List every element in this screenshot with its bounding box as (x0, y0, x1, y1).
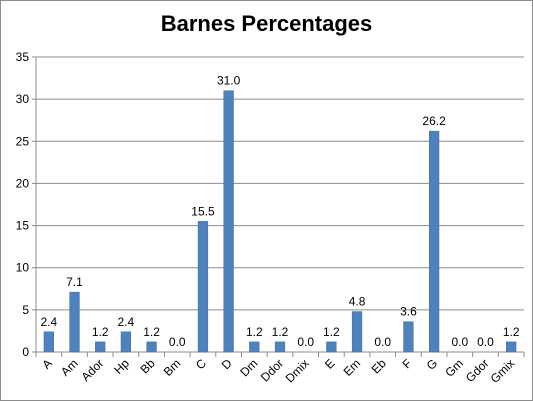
x-tick-label-Gdor: Gdor (463, 356, 492, 385)
x-tick-label-Eb: Eb (369, 356, 390, 377)
data-label-E: 1.2 (323, 325, 340, 339)
bar-Hp (120, 331, 132, 353)
y-tick-label: 0 (22, 345, 29, 359)
bar-F (403, 321, 414, 353)
bar-Ador (95, 341, 106, 353)
bar-Dm (249, 341, 260, 353)
y-tick-label: 10 (16, 261, 30, 275)
x-tick-label-Am: Am (58, 356, 81, 379)
bar-D (223, 90, 234, 353)
y-tick-label: 15 (16, 219, 30, 233)
data-label-D: 31.0 (217, 74, 241, 88)
data-label-Gdor: 0.0 (477, 335, 494, 349)
bar-Gmix (506, 341, 517, 353)
x-tick-label-A: A (39, 356, 55, 372)
x-tick-label-Dm: Dm (237, 356, 260, 379)
data-label-Em: 4.8 (349, 295, 366, 309)
data-label-A: 2.4 (40, 315, 57, 329)
x-tick-label-Dmix: Dmix (283, 356, 312, 385)
bar-C (197, 221, 209, 353)
x-tick-label-Ador: Ador (79, 356, 107, 384)
x-tick-label-Bm: Bm (161, 356, 184, 379)
data-label-Dm: 1.2 (246, 325, 263, 339)
bar-Am (69, 291, 80, 353)
bar-E (326, 341, 337, 353)
chart-title: Barnes Percentages (160, 11, 373, 36)
x-tick-label-Gmix: Gmix (488, 356, 518, 386)
data-label-G: 26.2 (422, 114, 446, 128)
x-tick-label-F: F (399, 356, 414, 371)
x-tick-label-E: E (322, 356, 338, 372)
data-label-Bb: 1.2 (143, 325, 160, 339)
bar-Bb (146, 341, 157, 353)
data-label-Eb: 0.0 (374, 335, 391, 349)
y-tick-label: 20 (16, 176, 30, 190)
data-label-Hp: 2.4 (118, 315, 135, 329)
bar-A (43, 331, 54, 353)
y-tick-label: 35 (16, 50, 30, 64)
data-label-F: 3.6 (400, 305, 417, 319)
x-tick-label-Bb: Bb (137, 356, 158, 377)
bar-Ddor (274, 341, 286, 353)
x-tick-label-D: D (219, 356, 235, 372)
data-label-Ador: 1.2 (92, 325, 109, 339)
data-label-Am: 7.1 (66, 275, 83, 289)
y-tick-label: 30 (16, 92, 30, 106)
x-tick-label-Hp: Hp (111, 356, 132, 377)
bar-Em (351, 311, 363, 353)
x-tick-label-Gm: Gm (442, 356, 466, 380)
x-tick-label-C: C (193, 356, 209, 372)
y-tick-label: 5 (22, 303, 29, 317)
x-tick-label-Em: Em (341, 356, 364, 379)
bar-G (428, 130, 440, 353)
data-label-Gm: 0.0 (451, 335, 468, 349)
data-label-Gmix: 1.2 (503, 325, 520, 339)
x-tick-label-G: G (424, 356, 441, 373)
y-tick-label: 25 (16, 134, 30, 148)
x-tick-label-Ddor: Ddor (258, 356, 286, 384)
data-label-Bm: 0.0 (169, 335, 186, 349)
data-label-Dmix: 0.0 (297, 335, 314, 349)
data-label-Ddor: 1.2 (272, 325, 289, 339)
data-label-C: 15.5 (191, 204, 215, 218)
